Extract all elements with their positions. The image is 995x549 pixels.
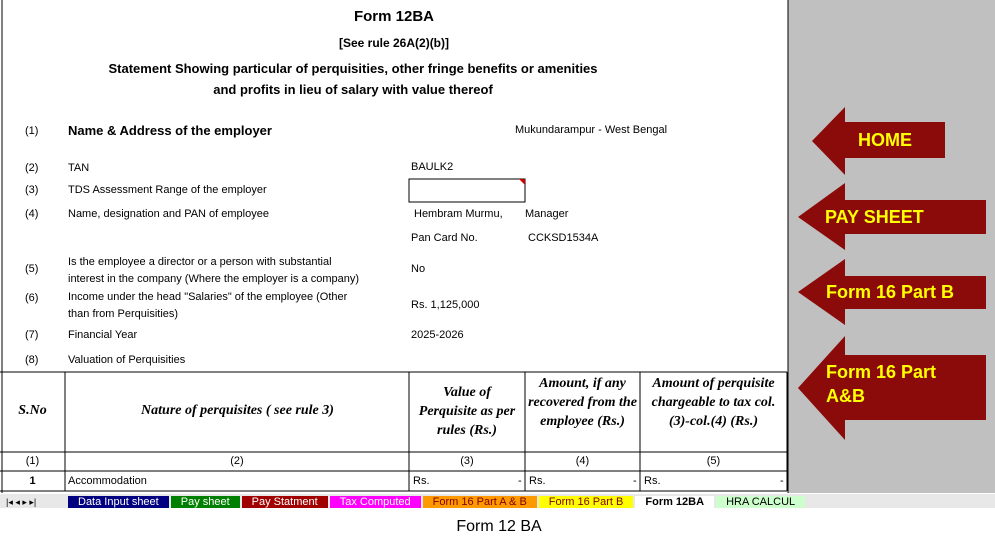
item-label: Income under the head "Salaries" of the … (68, 291, 348, 303)
designation: Manager (525, 208, 569, 220)
item-label: than from Perquisities) (68, 308, 179, 320)
item-label: Is the employee a director or a person w… (68, 256, 332, 268)
column-number: (5) (706, 455, 721, 467)
item-label: interest in the company (Where the emplo… (68, 273, 360, 285)
sheet-tab[interactable]: Pay sheet (170, 496, 240, 508)
item-no: (7) (25, 329, 39, 341)
item-no: (3) (25, 184, 39, 196)
item-label: Valuation of Perquisities (68, 354, 186, 366)
item-value: 2025-2026 (411, 329, 464, 341)
sheet-tab[interactable]: HRA CALCUL (716, 496, 806, 508)
pan: CCKSD1534A (528, 232, 599, 244)
item-value: BAULK2 (411, 161, 454, 173)
amount: - (780, 475, 784, 487)
sheet-tabs: Data Input sheet Pay sheet Pay Statment Tax… (68, 496, 807, 508)
sheet-tab[interactable]: Pay Statment (241, 496, 328, 508)
comment-marker (519, 179, 525, 185)
column-header: Amount of perquisite chargeable to tax c… (651, 376, 776, 429)
form-title: Form 12BA (353, 8, 435, 25)
sheet-tab[interactable]: Form 16 Part B (538, 496, 634, 508)
item-value: Hembram Murmu, (414, 208, 503, 220)
amount: - (518, 475, 522, 487)
nav-button[interactable]: Form 16 Part A&B (826, 362, 937, 406)
nav-button[interactable]: PAY SHEET (825, 207, 924, 227)
item-no: (8) (25, 354, 39, 366)
item-value: Rs. 1,125,000 (411, 299, 480, 311)
caption: Form 12 BA (456, 518, 542, 535)
column-number: (3) (460, 455, 474, 467)
item-label: Name & Address of the employer (68, 123, 272, 138)
row-sno: 1 (29, 475, 36, 487)
item-no: (6) (25, 292, 39, 304)
statement-line: Statement Showing particular of perquisi… (108, 61, 598, 76)
sheet-tab[interactable]: Data Input sheet (68, 496, 169, 508)
row-nature: Accommodation (68, 475, 147, 487)
column-number: (1) (25, 455, 40, 467)
item-no: (2) (25, 162, 39, 174)
column-number: (4) (575, 455, 590, 467)
input-box (408, 178, 526, 203)
item-value: No (411, 263, 426, 275)
item-label: TAN (68, 162, 90, 174)
item-label: TDS Assessment Range of the employer (68, 184, 267, 196)
currency: Rs. (644, 475, 661, 487)
column-header: Nature of perquisites ( see rule 3) (141, 403, 334, 418)
tab-scroll: |◂ ◂ ▸ ▸| (6, 497, 36, 507)
nav-button[interactable]: Form 16 Part B (826, 282, 955, 302)
item-label: Financial Year (68, 329, 138, 341)
column-header: Amount, if any recovered from the employ… (528, 376, 637, 429)
column-number: (2) (230, 455, 244, 467)
sheet-tab[interactable]: Tax Computed (329, 496, 421, 508)
item-no: (4) (25, 208, 39, 220)
nav-button[interactable]: HOME (858, 130, 912, 150)
sheet-tab[interactable]: Form 16 Part A & B (422, 496, 537, 508)
item-value: Mukundarampur - West Bengal (515, 124, 668, 136)
item-no: (5) (25, 263, 39, 275)
column-header: Value of Perquisite as per rules (Rs.) (418, 385, 516, 438)
amount: - (633, 475, 637, 487)
form-rule: [See rule 26A(2)(b)] (338, 36, 450, 50)
table-grid (0, 371, 788, 492)
currency: Rs. (529, 475, 546, 487)
item-no: (1) (25, 125, 39, 137)
nav-arrows (798, 107, 986, 440)
sheet-tab[interactable]: Form 12BA (635, 496, 715, 508)
currency: Rs. (413, 475, 430, 487)
column-header: S.No (18, 403, 47, 418)
statement-line: and profits in lieu of salary with value… (213, 82, 493, 97)
item-label: Name, designation and PAN of employee (68, 208, 269, 220)
pan-label: Pan Card No. (411, 232, 478, 244)
